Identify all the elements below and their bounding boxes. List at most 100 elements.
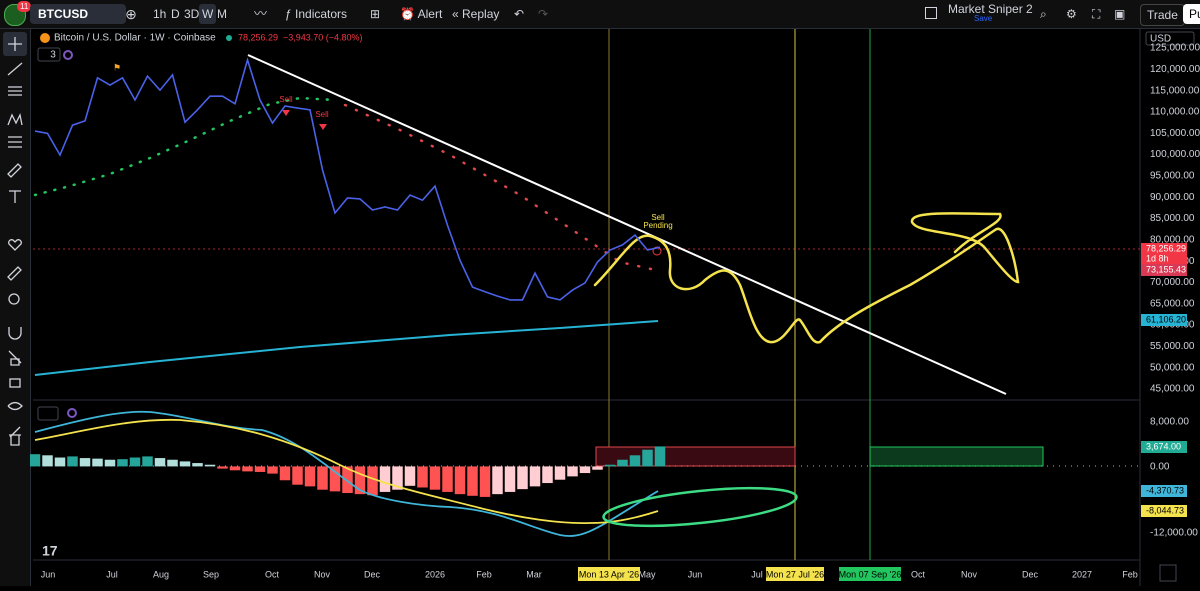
indicator-count: 3	[50, 50, 56, 61]
histogram-bar	[567, 466, 578, 477]
histogram-bar	[242, 466, 253, 472]
snapshot-button[interactable]: ▣	[1114, 7, 1126, 21]
sar-bull-dots	[33, 96, 337, 197]
trade-button[interactable]: Trade	[1140, 4, 1185, 26]
interval-active[interactable]: W	[199, 4, 217, 24]
alert-button[interactable]: ⏰ Alert	[400, 6, 442, 22]
time-axis-label: May	[638, 569, 656, 579]
chart-area: ⚑ Sell Sell Sell Pending Bitcoin / U.S. …	[30, 29, 1200, 586]
stay-drawing-tool[interactable]	[8, 350, 22, 366]
search-button[interactable]: ⌕	[1040, 7, 1047, 21]
signal-badge-bg	[1141, 505, 1187, 517]
histogram-bar	[292, 466, 303, 485]
time-axis-label: Feb	[1122, 569, 1138, 579]
histogram-bar	[629, 455, 641, 467]
signal-badge: -8,044.73	[1146, 505, 1184, 515]
label: Indicators	[295, 7, 348, 21]
drawing-tools	[3, 32, 27, 446]
indicators-button[interactable]: ƒ Indicators	[285, 6, 347, 22]
settings-button[interactable]: ⚙	[1066, 7, 1077, 21]
price-axis-label: 115,000.00	[1150, 85, 1200, 96]
histogram-bar	[154, 458, 166, 467]
settings-icon[interactable]	[1159, 564, 1177, 582]
hide-tool[interactable]	[7, 401, 23, 411]
zoom-tool[interactable]	[8, 293, 20, 305]
histogram-bar	[92, 458, 103, 467]
market-status	[226, 35, 232, 41]
ma-badge: 61,106.20	[1146, 314, 1186, 324]
histogram-bar	[142, 456, 153, 467]
legend-price: 78,256.29	[238, 32, 278, 42]
interval[interactable]: 1h	[153, 7, 167, 21]
text-tool[interactable]	[9, 190, 21, 203]
signal-line	[34, 418, 659, 525]
sell-label: Sell	[315, 110, 329, 119]
price-axis-label: 95,000.00	[1150, 171, 1195, 182]
compare-button[interactable]: ⊕	[125, 6, 137, 22]
interval[interactable]: M	[217, 7, 227, 21]
histogram-bar	[642, 449, 653, 467]
sell-pending-marker	[652, 246, 662, 256]
histogram-badge-bg	[1141, 441, 1187, 453]
fullscreen-button[interactable]: ⛶	[1092, 7, 1101, 21]
templates-button[interactable]: ⊞	[370, 7, 381, 21]
icon: ⏰	[400, 7, 418, 21]
pane-toggle[interactable]	[37, 406, 59, 421]
indicator-axis-label: 0.00	[1150, 462, 1170, 473]
redo-button[interactable]: ↷	[538, 7, 549, 21]
projection-drawing	[593, 212, 1020, 344]
chart-type-button[interactable]: 〰	[254, 6, 268, 21]
trendline-tool[interactable]	[7, 62, 23, 76]
time-axis-label: Dec	[364, 569, 381, 579]
publish-button[interactable]: Pub	[1183, 4, 1200, 24]
legend-change: −3,943.70 (−4.80%)	[283, 32, 363, 42]
macd-histogram	[30, 446, 666, 497]
time-axis-label: Aug	[153, 569, 169, 579]
drawing-toolbar	[0, 29, 31, 586]
interval[interactable]: D	[171, 7, 180, 21]
chart-layer: ⚑ Sell Sell Sell Pending Bitcoin / U.S. …	[30, 29, 1200, 586]
measure-tool[interactable]	[7, 266, 22, 281]
last-price-badge: 78,256.29	[1146, 243, 1186, 253]
time-axis-label: Feb	[476, 569, 492, 579]
price-axis-label: 50,000.00	[1150, 362, 1195, 373]
symbol-search[interactable]: BTCUSD	[30, 4, 126, 24]
currency-select[interactable]	[1145, 31, 1195, 46]
projection-tool[interactable]	[8, 136, 22, 148]
fib-tool[interactable]	[8, 86, 22, 96]
level-badge-bg	[1141, 264, 1187, 276]
replay-button[interactable]: « Replay	[452, 6, 499, 22]
histogram-bar	[217, 466, 228, 469]
histogram-bar	[379, 466, 391, 492]
level-badge: 73,155.43	[1146, 264, 1186, 274]
time-axis-label: Jun	[41, 569, 56, 579]
moving-average	[34, 320, 659, 376]
macd-line	[34, 410, 659, 537]
price-axis-label: 65,000.00	[1150, 298, 1195, 309]
indicator-toggle[interactable]	[37, 47, 61, 62]
crosshair-tool[interactable]	[8, 37, 22, 51]
tv-logo: 17	[42, 543, 58, 559]
time-axis-label: Mon 27 Jul '26	[766, 569, 824, 579]
interval[interactable]: 3D	[184, 7, 200, 21]
histogram-bar	[117, 459, 128, 467]
histogram-bar	[279, 466, 291, 481]
magnet-tool[interactable]	[8, 327, 22, 340]
time-axis-label: Mon 07 Sep '26	[839, 569, 902, 579]
histogram-bar	[329, 466, 341, 492]
histogram-bar	[454, 466, 466, 495]
time-marker-bg	[839, 567, 901, 581]
pattern-tool[interactable]	[7, 113, 23, 126]
trash-tool[interactable]	[9, 434, 21, 446]
icon-tool[interactable]	[8, 239, 22, 251]
price-axis-label: 125,000.00	[1150, 43, 1200, 54]
layout-name[interactable]: Market Sniper 2	[948, 2, 1033, 16]
zone-box	[869, 446, 1044, 467]
histogram-bar	[179, 461, 191, 467]
notification-badge: 11	[17, 1, 32, 12]
sell-pending-label: Sell	[651, 213, 665, 222]
lock-tool[interactable]	[9, 378, 21, 388]
undo-button[interactable]: ↶	[514, 7, 525, 21]
histogram-bar	[54, 457, 66, 467]
brush-tool[interactable]	[7, 163, 22, 178]
